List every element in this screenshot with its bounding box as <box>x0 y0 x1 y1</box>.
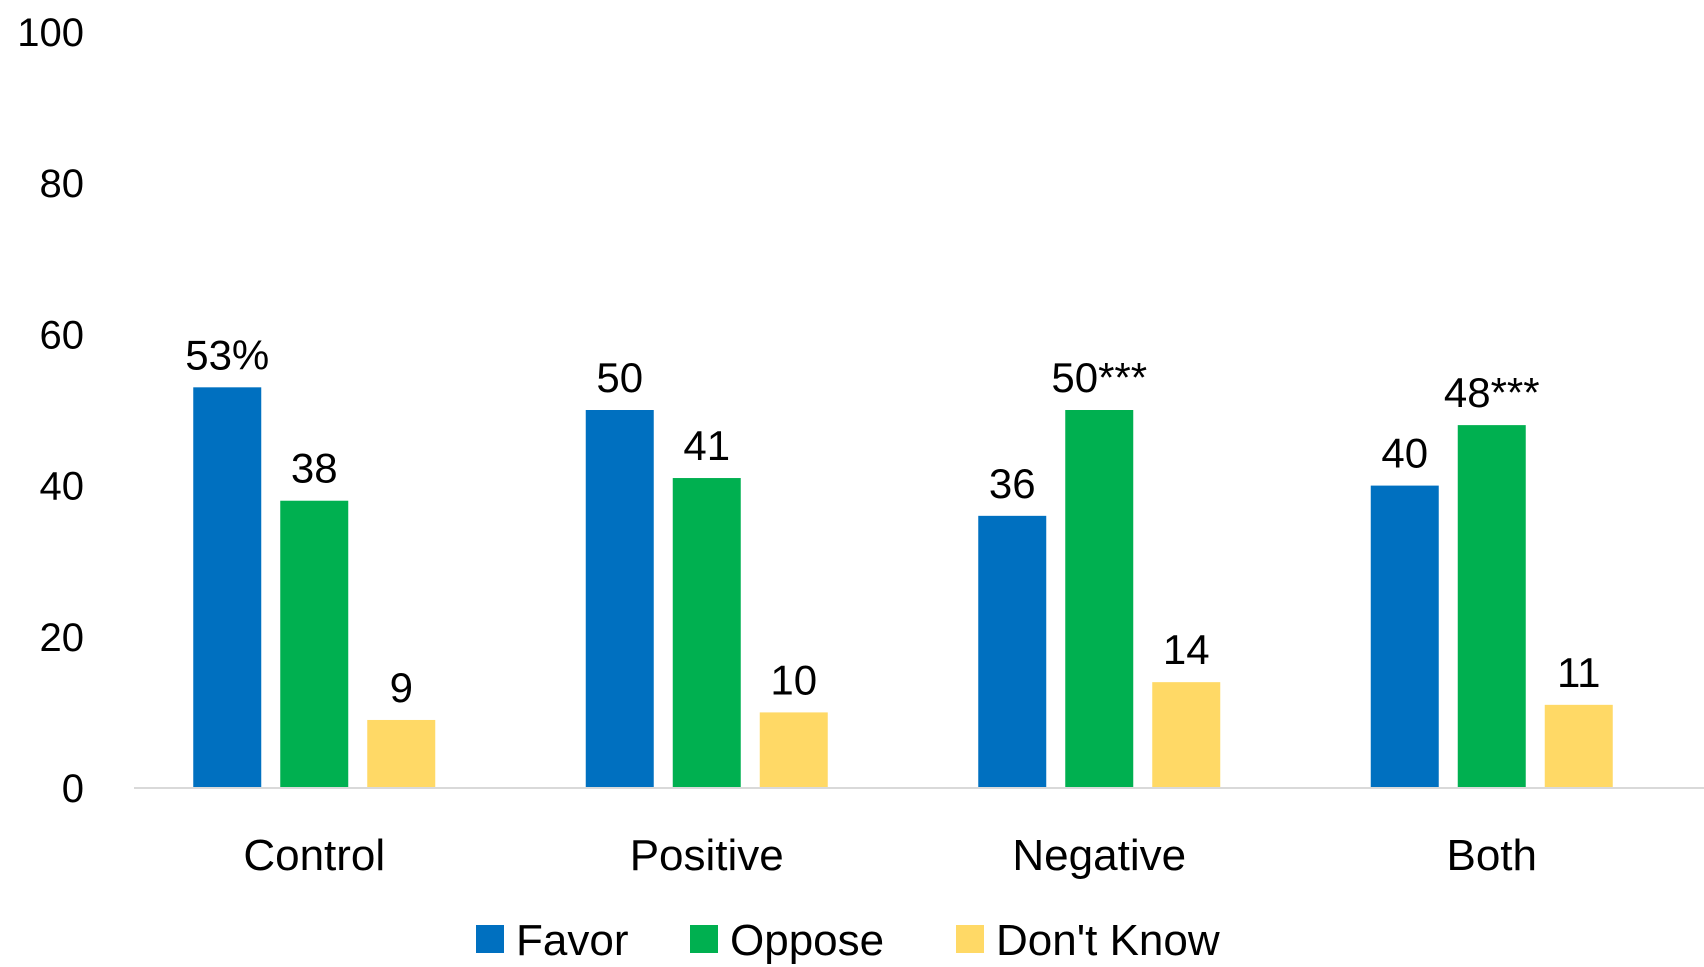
data-label: 40 <box>1381 430 1428 477</box>
y-tick-label: 100 <box>17 11 84 55</box>
bar-favor-negative <box>978 515 1047 788</box>
data-label: 50*** <box>1051 354 1147 401</box>
data-label: 38 <box>291 445 338 492</box>
bar-don-t-know-both <box>1544 704 1613 788</box>
bar-don-t-know-negative <box>1152 682 1221 788</box>
bar-favor-both <box>1370 485 1439 788</box>
data-label: 14 <box>1163 626 1210 673</box>
data-label: 9 <box>390 664 413 711</box>
data-labels: 53% 38 9 50 41 10 36 50*** 14 40 48*** 11 <box>185 331 1600 711</box>
x-tick-label: Control <box>243 831 385 880</box>
y-tick-label: 20 <box>40 616 85 660</box>
legend-label: Favor <box>516 916 628 965</box>
data-label: 53% <box>185 331 269 378</box>
x-tick-label: Positive <box>630 831 784 880</box>
data-label: 41 <box>683 422 730 469</box>
legend-label: Oppose <box>730 916 884 965</box>
bar-favor-positive <box>585 410 654 788</box>
legend-label: Don't Know <box>996 916 1220 965</box>
x-tick-label: Negative <box>1012 831 1186 880</box>
legend-swatch <box>956 925 984 953</box>
bar-oppose-control <box>280 500 349 788</box>
x-tick-label: Both <box>1446 831 1537 880</box>
bars <box>193 387 1613 788</box>
legend-swatch <box>476 925 504 953</box>
y-tick-label: 60 <box>40 313 85 357</box>
legend: Favor Oppose Don't Know <box>476 916 1220 965</box>
legend-swatch <box>690 925 718 953</box>
y-tick-label: 80 <box>40 162 85 206</box>
bar-oppose-negative <box>1065 410 1134 788</box>
data-label: 10 <box>770 656 817 703</box>
y-axis: 0 20 40 60 80 100 <box>17 11 84 811</box>
bar-don-t-know-control <box>367 719 436 788</box>
bar-oppose-positive <box>672 478 741 788</box>
bar-oppose-both <box>1457 425 1526 788</box>
y-tick-label: 0 <box>62 767 84 811</box>
y-tick-label: 40 <box>40 465 85 509</box>
data-label: 11 <box>1557 649 1601 696</box>
bar-favor-control <box>193 387 262 788</box>
data-label: 50 <box>596 354 643 401</box>
x-axis: Control Positive Negative Both <box>243 831 1537 880</box>
data-label: 36 <box>989 460 1036 507</box>
data-label: 48*** <box>1444 369 1540 416</box>
bar-don-t-know-positive <box>759 712 828 788</box>
